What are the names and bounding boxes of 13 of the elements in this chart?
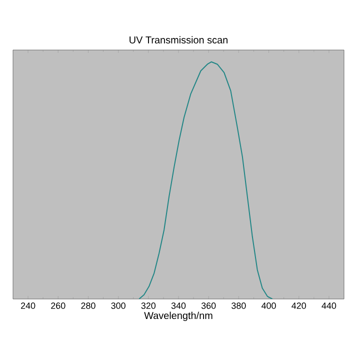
x-tick-label: 360 (201, 302, 216, 309)
x-tick-label: 400 (261, 302, 276, 309)
x-tick-label: 340 (171, 302, 186, 309)
x-tick-label: 260 (51, 302, 66, 309)
x-tick-label: 420 (292, 302, 306, 309)
x-tick-label: 320 (141, 302, 156, 309)
chart-title: UV Transmission scan (130, 36, 228, 44)
x-tick-label: 240 (21, 302, 36, 309)
x-tick-label: 440 (322, 302, 336, 309)
x-tick-label: 280 (81, 302, 96, 309)
x-tick-label: 380 (232, 302, 246, 309)
x-tick-label: 300 (111, 302, 126, 309)
x-axis-title: Wavelength/nm (144, 312, 212, 322)
